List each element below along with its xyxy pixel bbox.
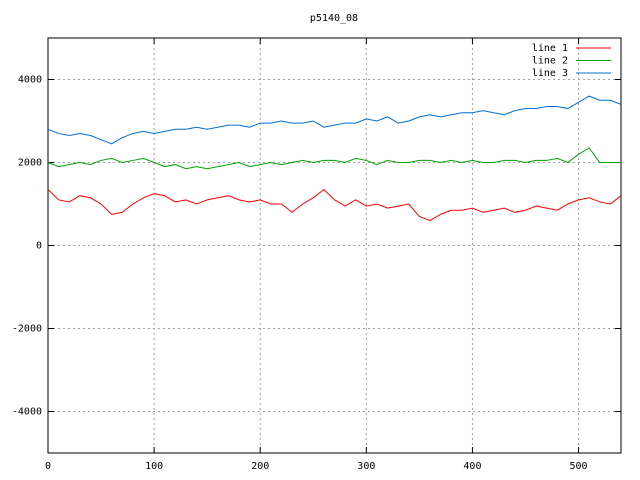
legend-label: line 2 xyxy=(532,56,568,67)
y-tick-label: -2000 xyxy=(12,324,42,335)
x-tick-label: 500 xyxy=(570,461,588,472)
x-tick-label: 200 xyxy=(251,461,269,472)
chart-title: p5140_08 xyxy=(310,13,358,24)
legend-label: line 1 xyxy=(532,43,568,54)
data-line xyxy=(47,188,622,222)
data-line xyxy=(47,95,622,145)
x-tick-label: 400 xyxy=(463,461,481,472)
legend-label: line 3 xyxy=(532,68,568,79)
x-tick-label: 300 xyxy=(357,461,375,472)
y-tick-label: 4000 xyxy=(18,75,42,86)
data-line xyxy=(47,147,621,170)
plot-border xyxy=(47,37,622,454)
y-tick-label: -4000 xyxy=(12,407,42,418)
y-tick-label: 2000 xyxy=(18,158,42,169)
x-tick-label: 0 xyxy=(45,461,51,472)
y-tick-label: 0 xyxy=(36,241,42,252)
x-tick-label: 100 xyxy=(145,461,163,472)
